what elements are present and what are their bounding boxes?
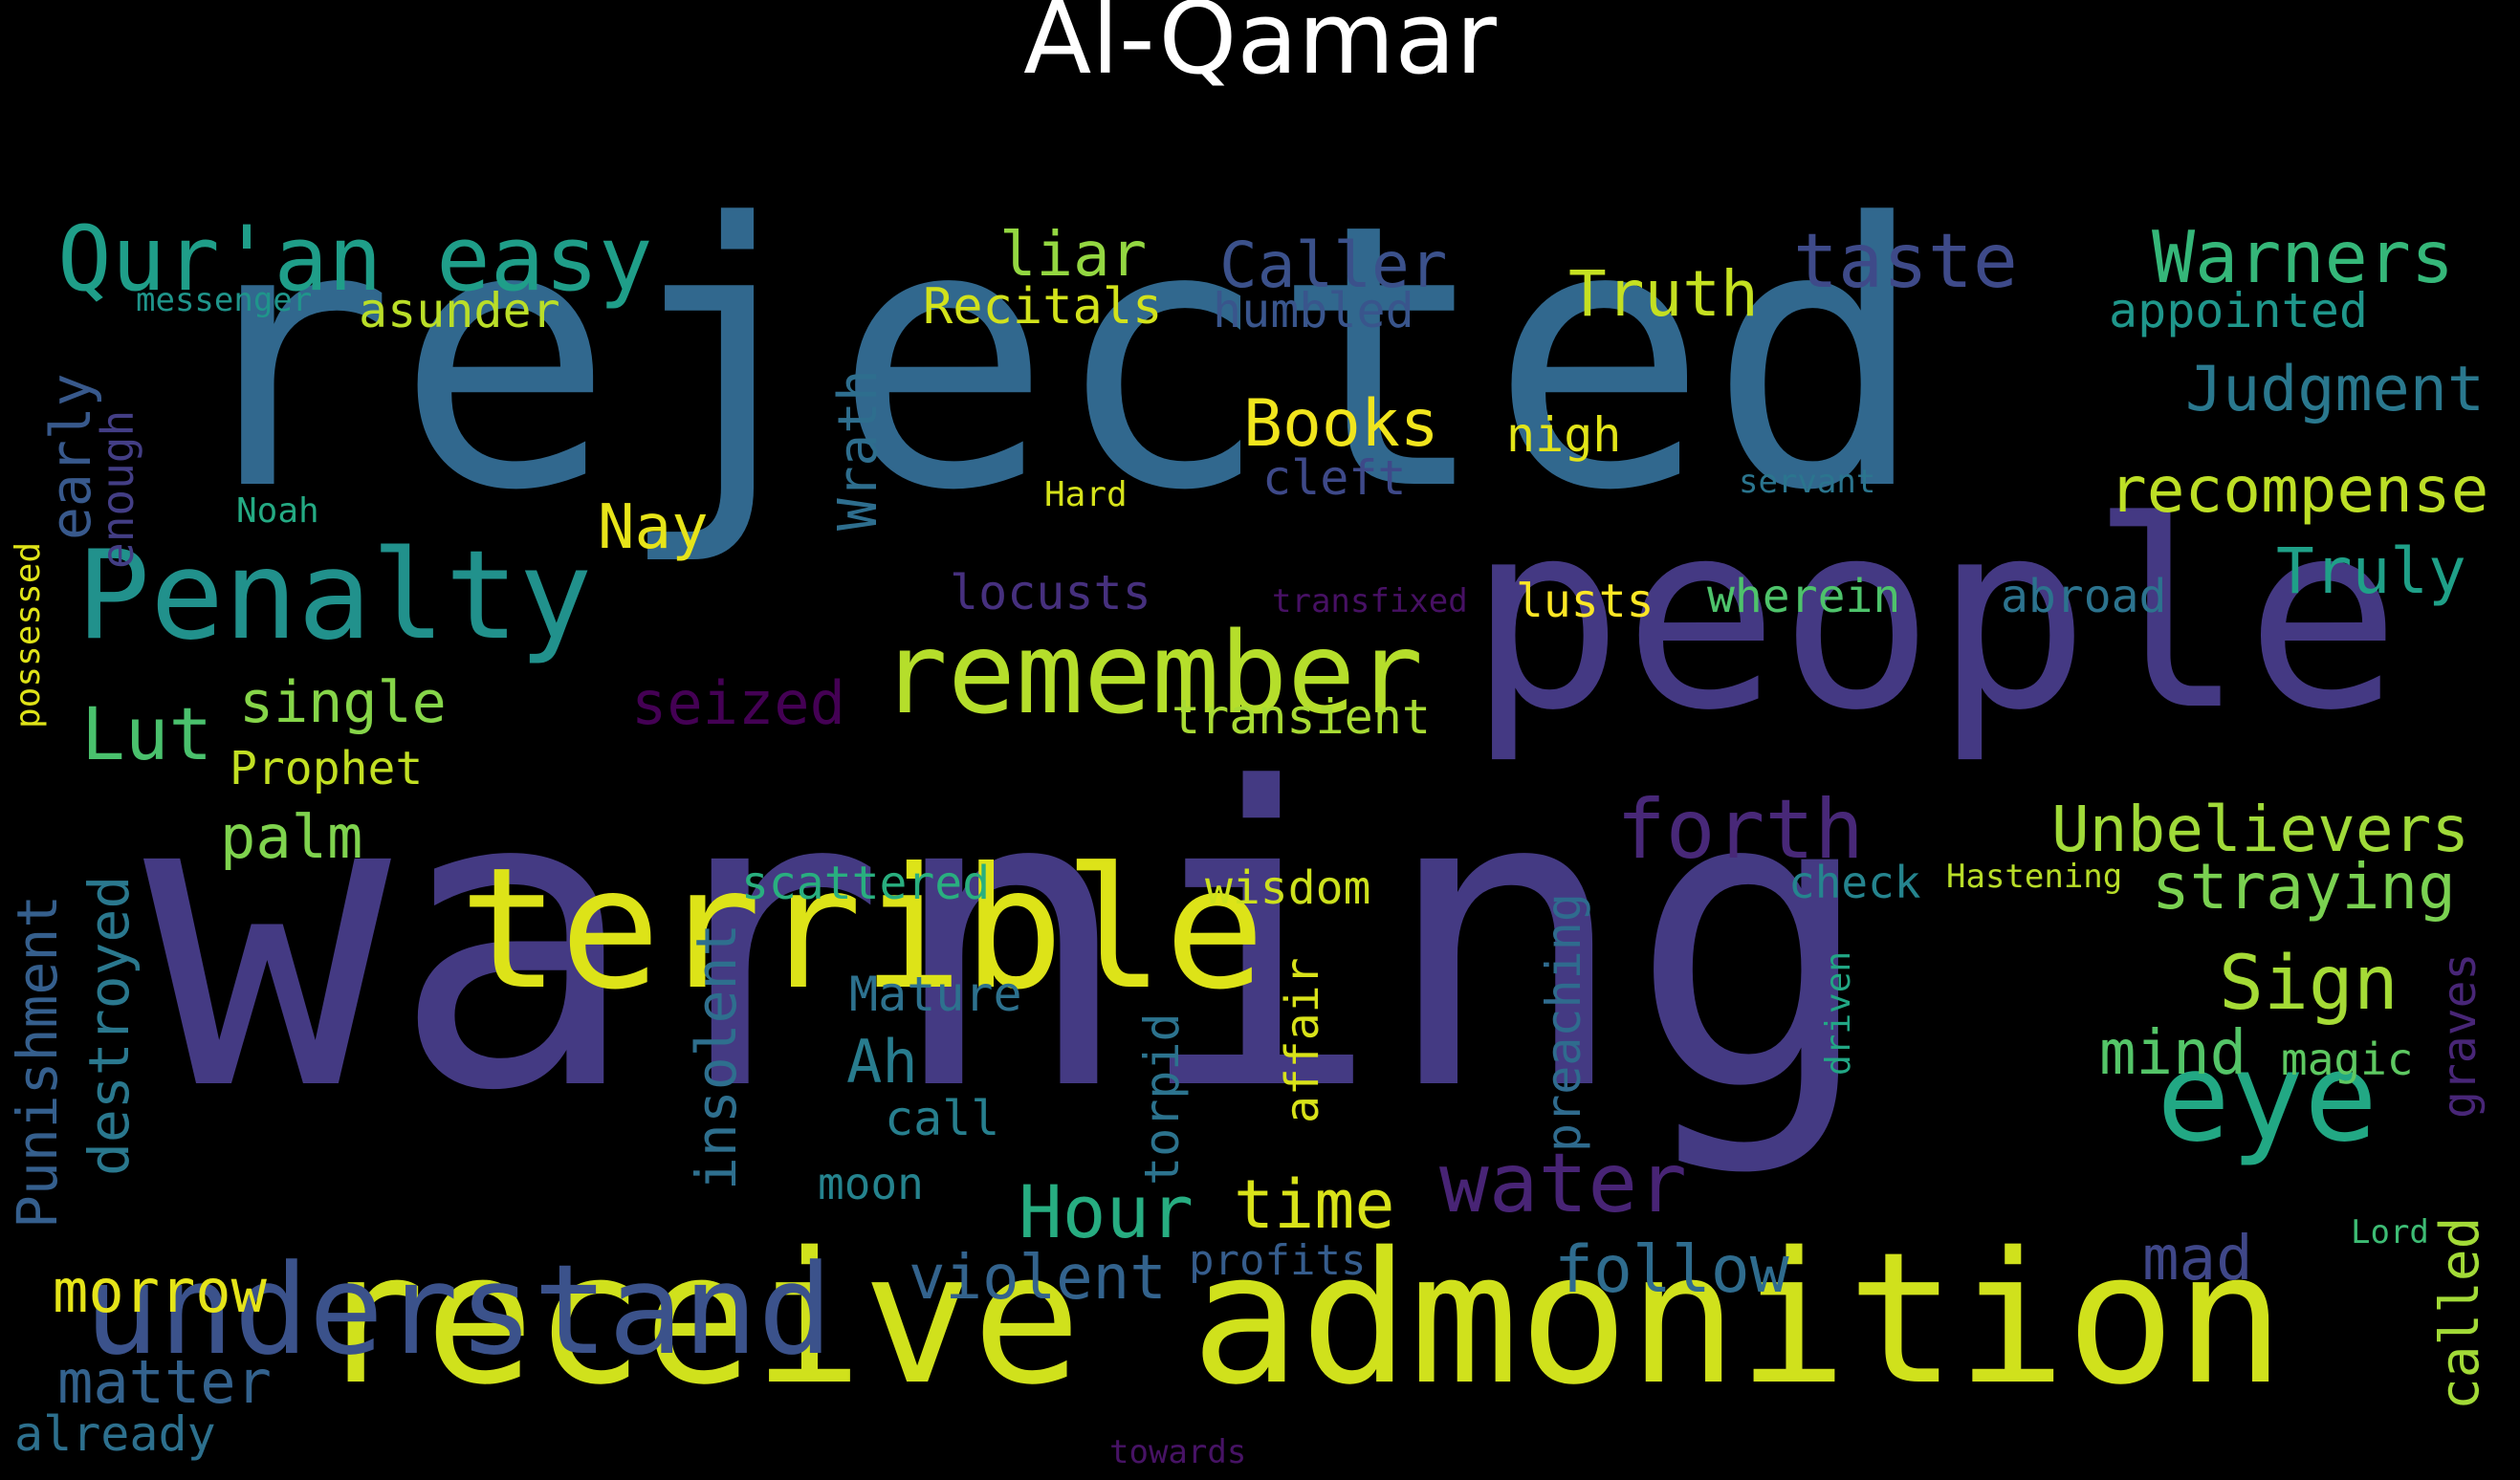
cloud-word: straying xyxy=(2152,850,2456,924)
cloud-word: Penalty xyxy=(77,525,593,667)
cloud-word: wisdom xyxy=(1205,861,1371,915)
cloud-word: servant xyxy=(1739,463,1876,501)
cloud-word: Hard xyxy=(1044,475,1128,514)
page-title: Al-Qamar xyxy=(1023,0,1497,97)
cloud-word: terrible xyxy=(459,833,1265,1027)
cloud-word: Hour xyxy=(1019,1169,1194,1254)
cloud-word: Mature xyxy=(849,967,1022,1022)
cloud-word: Lord xyxy=(2351,1213,2429,1251)
cloud-word: time xyxy=(1234,1165,1395,1244)
cloud-word: mad xyxy=(2142,1224,2253,1295)
cloud-word: torpid xyxy=(1134,1012,1190,1186)
cloud-word: transfixed xyxy=(1272,582,1468,620)
cloud-word: towards xyxy=(1109,1433,1247,1471)
cloud-word: destroyed xyxy=(77,875,142,1176)
cloud-word: morrow xyxy=(53,1256,267,1326)
cloud-word: Noah xyxy=(236,491,319,531)
cloud-word: magic xyxy=(2281,1034,2414,1085)
cloud-word: locusts xyxy=(950,565,1151,620)
cloud-word: lusts xyxy=(1516,575,1654,628)
cloud-word: profits xyxy=(1189,1236,1367,1285)
cloud-word: cleft xyxy=(1262,450,1407,506)
cloud-word: rejected xyxy=(177,146,1928,570)
cloud-word: Ah xyxy=(846,1027,918,1097)
cloud-word: palm xyxy=(220,802,363,872)
cloud-word: Qur'an easy xyxy=(57,207,653,312)
cloud-word: messenger xyxy=(136,281,313,319)
cloud-word: forth xyxy=(1616,782,1864,878)
cloud-word: Judgment xyxy=(2185,354,2486,425)
cloud-word: Recitals xyxy=(923,278,1163,336)
cloud-word: Wrath xyxy=(827,369,889,531)
cloud-word: call xyxy=(885,1091,1000,1146)
cloud-word: humbled xyxy=(1213,283,1414,338)
cloud-word: driven xyxy=(1819,950,1858,1076)
cloud-word: taste xyxy=(1793,219,2018,305)
cloud-word: seized xyxy=(631,668,845,738)
cloud-word: early xyxy=(38,373,103,540)
cloud-word: Nay xyxy=(598,492,709,563)
cloud-word: Punishment xyxy=(5,894,70,1229)
cloud-word: Truly xyxy=(2276,534,2466,608)
cloud-word: liar xyxy=(999,220,1148,291)
cloud-word: insolent xyxy=(684,923,749,1190)
cloud-word: check xyxy=(1788,857,1921,908)
cloud-word: Prophet xyxy=(230,742,424,795)
cloud-word: moon xyxy=(818,1158,924,1209)
cloud-word: receive admonition xyxy=(316,1213,2286,1425)
cloud-word: Books xyxy=(1243,386,1439,462)
cloud-word: scattered xyxy=(741,857,991,910)
cloud-word: nigh xyxy=(1506,407,1622,463)
cloud-word: Caller xyxy=(1219,229,1448,302)
cloud-word: single xyxy=(239,669,447,736)
cloud-word: warning xyxy=(143,703,1877,1181)
cloud-word: preaching xyxy=(1536,893,1591,1152)
cloud-word: enough xyxy=(92,409,143,569)
cloud-word: called xyxy=(2429,1216,2491,1410)
cloud-word: recompense xyxy=(2109,453,2489,527)
cloud-word: abroad xyxy=(2001,570,2167,623)
cloud-word: Warners xyxy=(2152,215,2455,299)
cloud-word: remember xyxy=(880,607,1424,739)
cloud-word: Hastening xyxy=(1946,858,2123,896)
cloud-word: violent xyxy=(909,1243,1167,1314)
cloud-word: Truth xyxy=(1568,257,1759,331)
cloud-word: asunder xyxy=(359,283,560,338)
cloud-word: wherein xyxy=(1707,570,1901,623)
cloud-word: possessed xyxy=(9,541,48,729)
cloud-word: mind xyxy=(2099,1018,2247,1089)
cloud-word: Lut xyxy=(81,691,213,776)
cloud-word: people xyxy=(1468,466,2401,767)
cloud-word: eye xyxy=(2157,1027,2378,1169)
cloud-word: appointed xyxy=(2109,283,2368,338)
cloud-word: graves xyxy=(2433,952,2487,1119)
cloud-word: understand xyxy=(84,1237,833,1382)
cloud-word: follow xyxy=(1554,1232,1789,1308)
cloud-word: affair xyxy=(1276,957,1329,1123)
cloud-word: transient xyxy=(1172,689,1431,745)
cloud-word: water xyxy=(1439,1136,1687,1231)
cloud-word: Unbelievers xyxy=(2051,793,2470,866)
cloud-word: matter xyxy=(57,1347,272,1417)
cloud-word: already xyxy=(14,1406,216,1462)
cloud-word: Sign xyxy=(2219,941,2399,1027)
